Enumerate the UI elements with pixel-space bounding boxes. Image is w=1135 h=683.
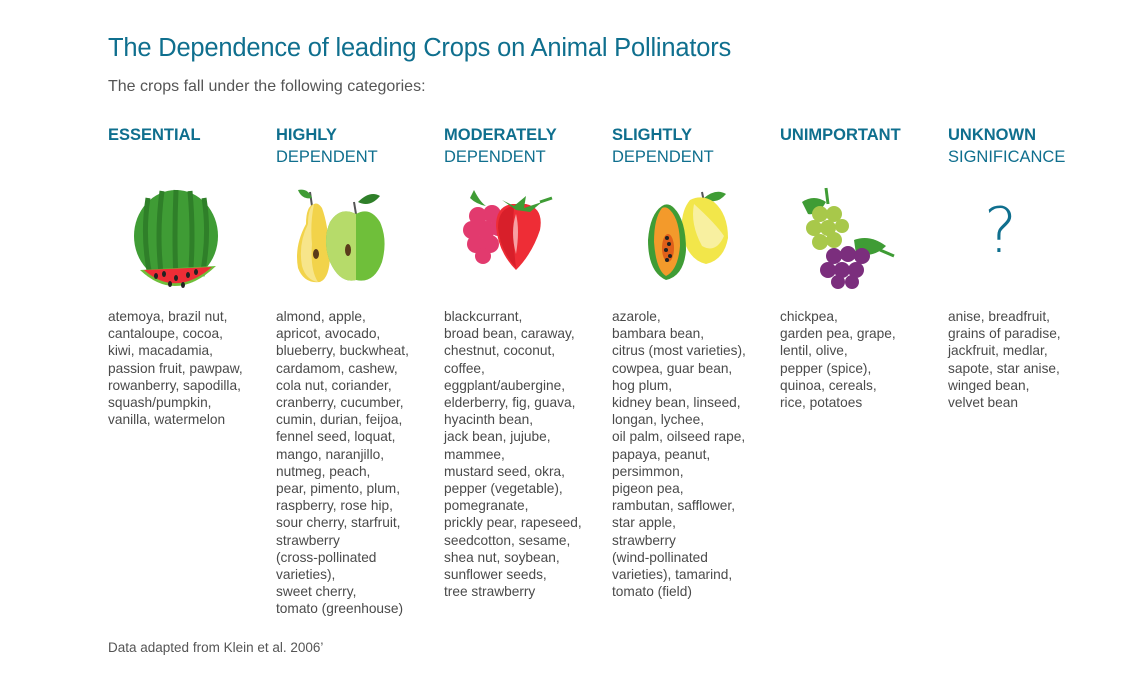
papaya-lemon-icon [648,191,728,280]
category-heading: MODERATELY [444,126,557,144]
grapes-icon [802,187,895,289]
category-essential: ESSENTIAL atemoya, brazil nut, cantaloup… [108,124,270,427]
category-heading: UNKNOWN [948,126,1036,144]
crop-list: almond, apple, apricot, avocado, blueber… [276,309,409,617]
category-heading: ESSENTIAL [108,126,201,144]
category-subheading: DEPENDENT [444,148,546,166]
category-heading: SLIGHTLY [612,126,693,144]
watermelon-icon [134,189,218,288]
category-subheading: SIGNIFICANCE [948,148,1066,166]
crop-list: anise, breadfruit, grains of paradise, j… [948,309,1061,411]
crop-list: chickpea, garden pea, grape, lentil, oli… [780,309,896,411]
category-subheading: DEPENDENT [276,148,378,166]
category-unimportant: UNIMPORTANT chickpea, garden pea, grape,… [780,124,942,410]
crop-list: blackcurrant, broad bean, caraway, chest… [444,309,582,600]
category-heading: HIGHLY [276,126,337,144]
category-slightly-dependent: SLIGHTLY DEPENDENT azarole, bambara bean… [612,124,774,599]
crop-list: azarole, bambara bean, citrus (most vari… [612,309,746,600]
category-moderately-dependent: MODERATELY DEPENDENT blackcurrant, broad… [444,124,606,599]
category-subheading: DEPENDENT [612,148,714,166]
source-note: Data adapted from Klein et al. 2006’ [108,640,324,655]
pear-apple-icon [297,189,385,283]
category-highly-dependent: HIGHLY DEPENDENT almond, apple, apricot,… [276,124,438,616]
page-subtitle: The crops fall under the following categ… [108,78,426,95]
category-unknown-significance: UNKNOWN SIGNIFICANCE ? anise, breadfruit… [948,124,1110,410]
category-heading: UNIMPORTANT [780,126,901,144]
crop-list: atemoya, brazil nut, cantaloupe, cocoa, … [108,309,243,428]
page-title: The Dependence of leading Crops on Anima… [108,34,732,62]
question-mark-icon: ? [984,194,1017,267]
raspberry-strawberry-icon [463,190,553,270]
